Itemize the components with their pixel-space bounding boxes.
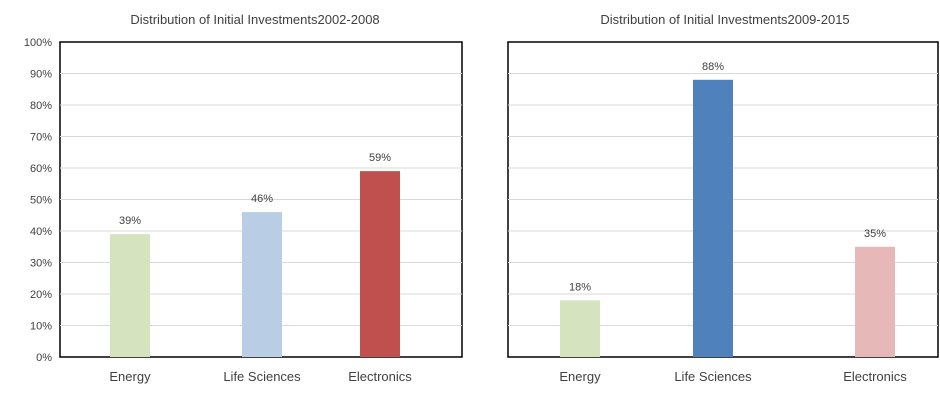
x-tick-label: Energy	[559, 369, 601, 384]
x-tick-label: Energy	[109, 369, 151, 384]
bar-life-sciences	[693, 79, 733, 358]
x-tick-label: Electronics	[843, 369, 907, 384]
y-tick-label: 30%	[30, 258, 52, 270]
bar-electronics	[360, 171, 400, 357]
y-tick-label: 90%	[30, 69, 52, 81]
y-tick-label: 10%	[30, 321, 52, 333]
data-label: 35%	[864, 228, 886, 240]
y-tick-label: 70%	[30, 132, 52, 144]
y-tick-label: 80%	[30, 100, 52, 112]
bar-electronics	[855, 246, 895, 357]
chart-title: Distribution of Initial Investments2009-…	[600, 12, 849, 27]
data-label: 18%	[569, 281, 591, 293]
chart-panel-2002-2008: Distribution of Initial Investments2002-…	[24, 12, 463, 384]
data-label: 59%	[369, 152, 391, 164]
data-label: 46%	[251, 193, 273, 205]
y-tick-label: 40%	[30, 226, 52, 238]
chart-title: Distribution of Initial Investments2002-…	[130, 12, 379, 27]
chart-panel-2009-2015: Distribution of Initial Investments2009-…	[507, 12, 939, 384]
data-label: 88%	[702, 61, 724, 73]
y-tick-label: 0%	[36, 352, 52, 364]
bar-energy	[560, 300, 600, 357]
x-tick-label: Life Sciences	[223, 369, 301, 384]
bar-energy	[110, 234, 150, 357]
bar-life-sciences	[242, 212, 282, 357]
y-tick-label: 20%	[30, 289, 52, 301]
y-tick-label: 100%	[24, 37, 52, 49]
data-label: 39%	[119, 215, 141, 227]
y-tick-label: 50%	[30, 195, 52, 207]
x-tick-label: Life Sciences	[674, 369, 752, 384]
x-tick-label: Electronics	[348, 369, 412, 384]
y-tick-label: 60%	[30, 163, 52, 175]
